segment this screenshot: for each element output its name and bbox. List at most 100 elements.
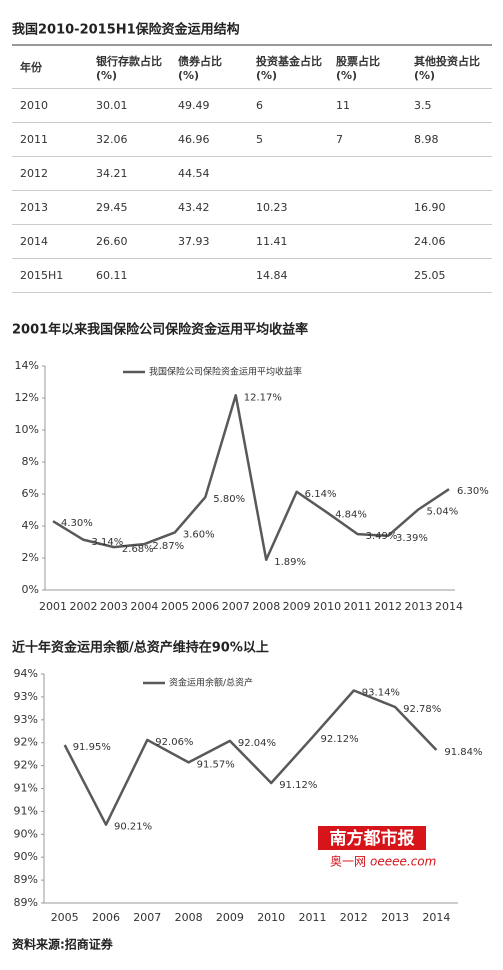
x-tick-label: 2006 [191, 600, 219, 613]
cell: 8.98 [406, 122, 492, 157]
data-label: 92.04% [238, 738, 276, 749]
cell: 2014 [12, 224, 88, 259]
x-tick-label: 2013 [381, 911, 409, 924]
data-label: 3.39% [396, 533, 428, 544]
cell: 10.23 [248, 190, 328, 225]
y-tick-label: 12% [15, 391, 39, 404]
table-row: 2015H1 60.11 14.84 25.05 [12, 258, 492, 293]
data-label: 93.14% [362, 687, 400, 698]
data-label: 3.49% [366, 531, 398, 542]
logo-url: oeeee.com [370, 855, 436, 869]
data-label: 92.78% [403, 704, 441, 715]
data-label: 12.17% [244, 392, 282, 403]
y-tick-label: 90% [14, 827, 38, 840]
x-tick-label: 2008 [175, 911, 203, 924]
data-label: 91.84% [444, 747, 482, 758]
x-tick-label: 2012 [340, 911, 368, 924]
cell: 投资基金占比 (%) [248, 45, 328, 89]
data-label: 91.12% [279, 780, 317, 791]
x-tick-label: 2014 [435, 600, 463, 613]
cell: 16.90 [406, 190, 492, 225]
data-label: 2.68% [122, 544, 154, 555]
x-tick-label: 2002 [69, 600, 97, 613]
x-tick-label: 2011 [344, 600, 372, 613]
data-label: 90.21% [114, 822, 152, 833]
x-tick-label: 2011 [299, 911, 327, 924]
cell: 25.05 [406, 258, 492, 293]
y-tick-label: 92% [14, 759, 38, 772]
cell: 2012 [12, 156, 88, 191]
y-tick-label: 90% [14, 850, 38, 863]
data-label: 91.95% [73, 742, 111, 753]
data-label: 6.14% [305, 489, 337, 500]
data-label: 5.80% [213, 494, 245, 505]
logo-site: 奥一网 [330, 855, 366, 869]
x-tick-label: 2008 [252, 600, 280, 613]
x-tick-label: 2007 [222, 600, 250, 613]
y-tick-label: 92% [14, 736, 38, 749]
y-tick-label: 93% [14, 690, 38, 703]
table: 年份 银行存款占比 (%) 债券占比 (%) 投资基金占比 (%) 股票占比 (%) 其他… [12, 44, 492, 293]
data-label: 5.04% [427, 506, 459, 517]
x-tick-label: 2003 [100, 600, 128, 613]
cell: 11.41 [248, 224, 328, 259]
x-tick-label: 2010 [313, 600, 341, 613]
y-tick-label: 93% [14, 713, 38, 726]
y-tick-label: 89% [14, 896, 38, 909]
cell: 43.42 [170, 190, 248, 225]
chart-title: 近十年资金运用余额/总资产维持在90%以上 [12, 640, 269, 656]
table-row: 2013 29.45 43.42 10.23 16.90 [12, 190, 492, 225]
cell: 29.45 [88, 190, 170, 225]
cell [328, 156, 406, 191]
cell: 2013 [12, 190, 88, 225]
x-tick-label: 2009 [283, 600, 311, 613]
header-row: 年份 银行存款占比 (%) 债券占比 (%) 投资基金占比 (%) 股票占比 (%) 其他… [12, 45, 492, 89]
table-row: 2014 26.60 37.93 11.41 24.06 [12, 224, 492, 259]
x-tick-label: 2005 [51, 911, 79, 924]
data-label: 92.06% [155, 737, 193, 748]
data-label: 92.12% [321, 734, 359, 745]
data-label: 2.87% [152, 541, 184, 552]
y-tick-label: 6% [22, 487, 39, 500]
x-tick-label: 2005 [161, 600, 189, 613]
cell: 46.96 [170, 122, 248, 157]
x-tick-label: 2001 [39, 600, 67, 613]
cell: 6 [248, 88, 328, 123]
source: 资料来源:招商证券 [12, 937, 114, 952]
cell: 44.54 [170, 156, 248, 191]
chart-title: 2001年以来我国保险公司保险资金运用平均收益率 [12, 322, 308, 338]
x-tick-label: 2007 [133, 911, 161, 924]
legend-label: 资金运用余额/总资产 [169, 677, 253, 689]
cell: 3.5 [406, 88, 492, 123]
x-tick-label: 2004 [130, 600, 158, 613]
logo-brand: 南方都市报 [330, 828, 415, 849]
cell [328, 190, 406, 225]
cell: 14.84 [248, 258, 328, 293]
x-tick-label: 2006 [92, 911, 120, 924]
y-tick-label: 14% [15, 359, 39, 372]
cell: 年份 [12, 45, 88, 89]
y-tick-label: 2% [22, 551, 39, 564]
legend-label: 我国保险公司保险资金运用平均收益率 [149, 366, 302, 378]
y-tick-label: 0% [22, 583, 39, 596]
x-tick-label: 2014 [422, 911, 450, 924]
cell [406, 156, 492, 191]
data-label: 4.30% [61, 518, 93, 529]
cell [248, 156, 328, 191]
cell: 2015H1 [12, 258, 88, 293]
y-tick-label: 10% [15, 423, 39, 436]
data-label: 4.84% [335, 510, 367, 521]
cell [170, 258, 248, 293]
cell: 银行存款占比 (%) [88, 45, 170, 89]
y-tick-label: 4% [22, 519, 39, 532]
x-tick-label: 2010 [257, 911, 285, 924]
data-label: 3.14% [91, 537, 123, 548]
line [63, 689, 438, 826]
x-tick-label: 2012 [374, 600, 402, 613]
cell: 2010 [12, 88, 88, 123]
cell: 股票占比 (%) [328, 45, 406, 89]
table-row: 2011 32.06 46.96 5 7 8.98 [12, 122, 492, 157]
y-tick-label: 91% [14, 782, 38, 795]
